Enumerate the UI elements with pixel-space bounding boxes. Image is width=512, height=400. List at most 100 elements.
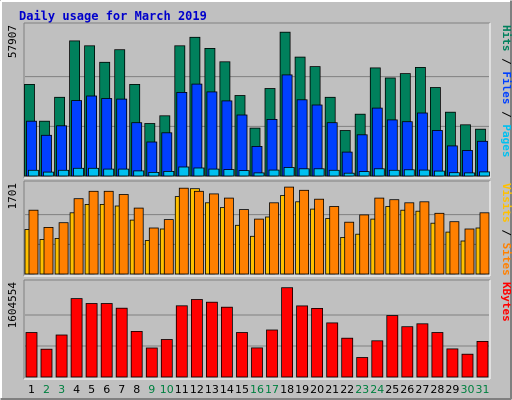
bar-sites-day-9 — [148, 227, 159, 275]
bar-sites-day-23 — [359, 214, 370, 275]
bar-kbytes-day-21 — [326, 322, 339, 378]
day-label-31: 31 — [476, 383, 490, 396]
legend-item-pages: Pages — [500, 124, 512, 157]
legend-separator: / — [500, 52, 512, 72]
day-label-30: 30 — [461, 383, 475, 396]
bar-files-day-2 — [41, 134, 52, 177]
bar-sites-day-19 — [299, 189, 310, 275]
bar-kbytes-day-4 — [70, 298, 83, 378]
legend-item-hits: Hits — [500, 25, 512, 52]
bar-pages-day-16 — [253, 172, 265, 177]
day-label-15: 15 — [235, 383, 249, 396]
bar-sites-day-1 — [28, 209, 39, 275]
day-label-5: 5 — [88, 383, 95, 396]
chart-panels: 57907 Hits / Files / Pages 1701 Visits / Si… — [6, 22, 512, 380]
day-label-22: 22 — [340, 383, 354, 396]
bar-pages-day-24 — [373, 168, 385, 177]
bar-pages-day-3 — [58, 169, 69, 177]
bar-files-day-25 — [386, 119, 398, 177]
day-label-10: 10 — [160, 383, 174, 396]
legend-item-files: Files — [500, 71, 512, 104]
bar-files-day-24 — [371, 107, 383, 177]
bar-files-day-4 — [71, 100, 82, 177]
bar-files-day-20 — [311, 104, 323, 177]
bar-sites-day-18 — [284, 186, 295, 275]
bar-sites-day-25 — [389, 199, 400, 275]
bar-files-day-26 — [401, 121, 413, 177]
bar-pages-day-26 — [403, 169, 415, 177]
bar-files-day-5 — [86, 95, 97, 177]
bar-files-day-1 — [26, 120, 37, 177]
bar-pages-day-5 — [88, 167, 99, 177]
day-label-11: 11 — [175, 383, 189, 396]
bar-pages-day-30 — [464, 172, 475, 177]
bar-pages-day-19 — [298, 168, 310, 177]
bar-pages-day-7 — [118, 168, 130, 177]
panel-visits-sites: 1701 Visits / Sites — [6, 180, 512, 277]
bar-sites-day-20 — [314, 198, 325, 275]
legend-separator: / — [500, 105, 512, 125]
bar-kbytes-day-25 — [386, 315, 399, 378]
bar-kbytes-day-7 — [115, 307, 128, 378]
bar-sites-day-22 — [344, 221, 355, 275]
ymax-label-hits-files-pages: 57907 — [6, 25, 19, 58]
bar-kbytes-day-19 — [296, 305, 309, 378]
legend-item-visits: Visits — [500, 183, 512, 223]
bar-pages-day-17 — [268, 169, 280, 177]
bar-kbytes-day-14 — [220, 306, 233, 378]
panel-kbytes: 1604554 KBytes — [6, 279, 512, 380]
bar-pages-day-25 — [388, 169, 400, 177]
bar-files-day-29 — [446, 145, 458, 177]
bar-sites-day-10 — [163, 219, 174, 275]
bar-kbytes-day-17 — [266, 329, 278, 378]
bar-kbytes-day-16 — [251, 347, 263, 378]
day-label-9: 9 — [148, 383, 155, 396]
bar-pages-day-10 — [163, 170, 175, 177]
day-label-24: 24 — [370, 383, 384, 396]
bar-files-day-27 — [416, 112, 428, 177]
bar-kbytes-day-23 — [356, 357, 369, 378]
bar-files-day-31 — [477, 140, 488, 177]
bar-sites-day-3 — [58, 222, 69, 275]
day-label-25: 25 — [385, 383, 399, 396]
bar-pages-day-28 — [433, 170, 445, 177]
bar-pages-day-20 — [313, 168, 325, 177]
bar-sites-day-16 — [254, 218, 264, 275]
bar-pages-day-29 — [448, 172, 460, 177]
bar-kbytes-day-10 — [160, 339, 173, 378]
bar-sites-day-15 — [239, 209, 249, 275]
bar-sites-day-28 — [434, 212, 445, 275]
bar-kbytes-day-30 — [461, 353, 474, 378]
bar-pages-day-22 — [343, 172, 355, 177]
bar-files-day-12 — [191, 83, 203, 177]
bar-files-day-17 — [266, 119, 278, 177]
bar-kbytes-day-12 — [190, 299, 203, 378]
bar-kbytes-day-28 — [431, 332, 444, 378]
day-label-2: 2 — [43, 383, 50, 396]
bar-sites-day-31 — [479, 212, 490, 275]
bar-kbytes-day-2 — [40, 348, 53, 378]
panel-hits-files-pages: 57907 Hits / Files / Pages — [6, 22, 512, 179]
bar-kbytes-day-1 — [25, 332, 38, 378]
day-label-8: 8 — [133, 383, 140, 396]
bar-sites-day-2 — [43, 226, 54, 275]
day-label-6: 6 — [103, 383, 110, 396]
bar-sites-day-17 — [269, 202, 279, 275]
day-label-23: 23 — [355, 383, 369, 396]
bar-kbytes-day-26 — [401, 326, 414, 378]
bar-sites-day-30 — [464, 228, 475, 275]
bar-files-day-15 — [236, 114, 248, 177]
bar-kbytes-day-6 — [100, 303, 113, 378]
day-label-16: 16 — [250, 383, 264, 396]
day-label-19: 19 — [295, 383, 309, 396]
bar-pages-day-12 — [193, 167, 205, 177]
bar-kbytes-day-20 — [311, 307, 324, 378]
day-label-18: 18 — [280, 383, 294, 396]
bar-pages-day-8 — [133, 170, 145, 177]
bar-pages-day-18 — [283, 167, 295, 177]
bar-sites-day-11 — [178, 187, 189, 275]
day-labels: 1 2 3 4 5 6 7 8 9 10 11 12 13 14 15 16 17 18 19 20 21 22 23 24 2… — [28, 383, 490, 396]
day-label-3: 3 — [58, 383, 65, 396]
legend-item-sites: Sites — [500, 243, 512, 276]
